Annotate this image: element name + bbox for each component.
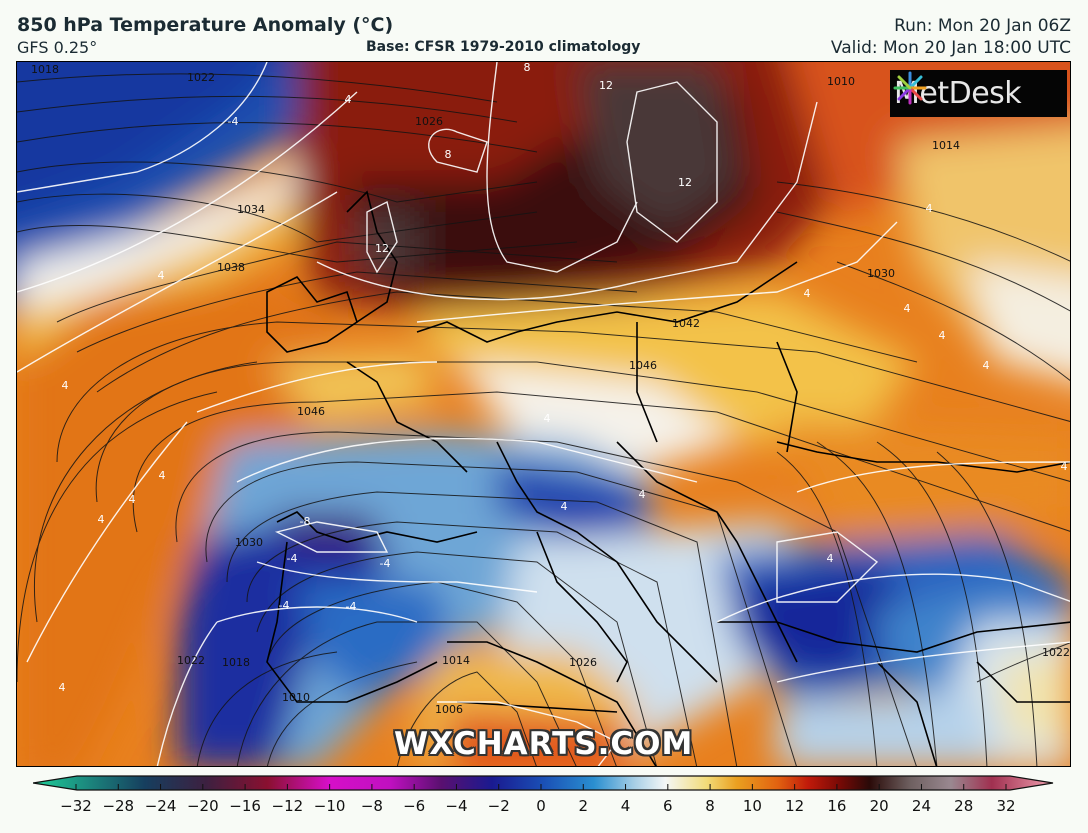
anomaly-contour-label: 4 [158, 269, 165, 282]
anomaly-contour-label: 4 [804, 287, 811, 300]
colorbar-tick-label: −10 [313, 797, 346, 815]
colorbar-tick-label: 8 [705, 797, 715, 815]
isobar-label: 1010 [827, 75, 855, 88]
wxcharts-watermark: WXCHARTS.COM [394, 726, 694, 762]
colorbar-tick-label: 24 [911, 797, 931, 815]
colorbar-tick-label: −8 [360, 797, 383, 815]
isobar-label: 1006 [435, 703, 463, 716]
climatology-base-label: Base: CFSR 1979-2010 climatology [366, 39, 641, 55]
colorbar-tick-label: −24 [144, 797, 177, 815]
isobar-label: 1022 [187, 71, 215, 84]
colorbar-tick-label: 12 [785, 797, 805, 815]
anomaly-contour-label: -4 [287, 552, 298, 565]
colorbar-tick-label: −32 [60, 797, 92, 815]
isobar-label-layer: 1018 1022 1026 1034 1038 1046 1042 1046 1030 1014… [31, 63, 1070, 716]
metdesk-starburst-icon [893, 71, 927, 105]
colorbar-tick-label: −16 [229, 797, 261, 815]
colorbar-tick-label: −12 [271, 797, 304, 815]
isobar-label: 1018 [222, 656, 250, 669]
anomaly-contour-label: 4 [926, 202, 933, 215]
anomaly-contour-label: -4 [380, 557, 391, 570]
anomaly-contour-label: 4 [939, 329, 946, 342]
metdesk-logo: MetDesk [890, 70, 1067, 117]
anomaly-contour-label: 8 [445, 148, 452, 161]
isobar-label: 1018 [31, 63, 59, 76]
colorbar-tick-label: 10 [742, 797, 762, 815]
colorbar-tick-label: −2 [487, 797, 510, 815]
anomaly-contour-label: 4 [98, 513, 105, 526]
anomaly-contour-label: -4 [346, 600, 357, 613]
isobar-label: 1022 [177, 654, 205, 667]
anomaly-contour-label: -4 [228, 115, 239, 128]
model-label: GFS 0.25° [17, 38, 98, 57]
colorbar-tick-labels: −32 −28 −24 −20 −16 −12 −10 −8 −6 −4 −2 0 2 4 6 8 10 12 16… [0, 797, 1088, 817]
anomaly-contour-label: 12 [599, 79, 613, 92]
anomaly-contour-label: 4 [159, 469, 166, 482]
anomaly-contour-label: 4 [62, 379, 69, 392]
anomaly-contour-label: 8 [524, 62, 531, 74]
anomaly-contour-label: 4 [827, 552, 834, 565]
isobar-label: 1030 [867, 267, 895, 280]
anomaly-contour-label: 4 [904, 302, 911, 315]
anomaly-contour-label: 4 [1061, 460, 1068, 473]
isobar-label: 1042 [672, 317, 700, 330]
anomaly-contour-label: 12 [678, 176, 692, 189]
anomaly-contour-label: 4 [345, 93, 352, 106]
anomaly-contour-label: 12 [375, 242, 389, 255]
run-time-label: Run: Mon 20 Jan 06Z [894, 16, 1071, 36]
coastlines-and-borders [266, 190, 1070, 766]
colorbar-tick-label: 20 [869, 797, 889, 815]
temperature-anomaly-field: 1018 1022 1026 1034 1038 1046 1042 1046 1030 1014… [17, 62, 1070, 766]
anomaly-contour-label: 4 [561, 500, 568, 513]
weather-map[interactable]: 1018 1022 1026 1034 1038 1046 1042 1046 1030 1014… [16, 61, 1071, 767]
colorbar-tick-label: 6 [663, 797, 673, 815]
isobar-label: 1010 [282, 691, 310, 704]
colorbar [32, 774, 1054, 794]
anomaly-contour-label: 4 [59, 681, 66, 694]
colorbar-tick-label: −20 [186, 797, 219, 815]
colorbar-tick-label: −28 [102, 797, 135, 815]
colorbar-tick-label: 2 [578, 797, 589, 815]
isobar-label: 1026 [569, 656, 597, 669]
isobar-label: 1046 [629, 359, 657, 372]
anomaly-contour-label: 4 [639, 488, 646, 501]
colorbar-tick-label: −4 [445, 797, 468, 815]
anomaly-contour-label: 4 [983, 359, 990, 372]
isobar-label: 1034 [237, 203, 265, 216]
colorbar-tick-label: 28 [954, 797, 974, 815]
colorbar-tick-label: 16 [827, 797, 847, 815]
valid-time-label: Valid: Mon 20 Jan 18:00 UTC [830, 38, 1071, 58]
isobar-label: 1046 [297, 405, 325, 418]
anomaly-contour-label: 4 [129, 493, 136, 506]
anomaly-contours [17, 62, 1070, 766]
anomaly-contour-label: -8 [300, 515, 311, 528]
anomaly-contour-label: 4 [544, 412, 551, 425]
isobar-label: 1026 [415, 115, 443, 128]
colorbar-tick-label: 32 [996, 797, 1016, 815]
isobar-label: 1022 [1042, 646, 1070, 659]
isobar-label: 1014 [442, 654, 470, 667]
colorbar-tick-label: −6 [403, 797, 426, 815]
isobar-label: 1014 [932, 139, 960, 152]
isobar-label: 1030 [235, 536, 263, 549]
chart-title: 850 hPa Temperature Anomaly (°C) [17, 14, 394, 36]
colorbar-tick-label: 0 [536, 797, 546, 815]
anomaly-label-layer: -4 4 4 8 12 8 12 12 4 4 4 4 4 4 4 4 4 4 -8 -4 -4 -4 -4 4 4 4 4 4 [59, 62, 1068, 694]
colorbar-tick-label: 4 [620, 797, 631, 815]
isobar-label: 1038 [217, 261, 245, 274]
anomaly-contour-label: -4 [279, 599, 290, 612]
